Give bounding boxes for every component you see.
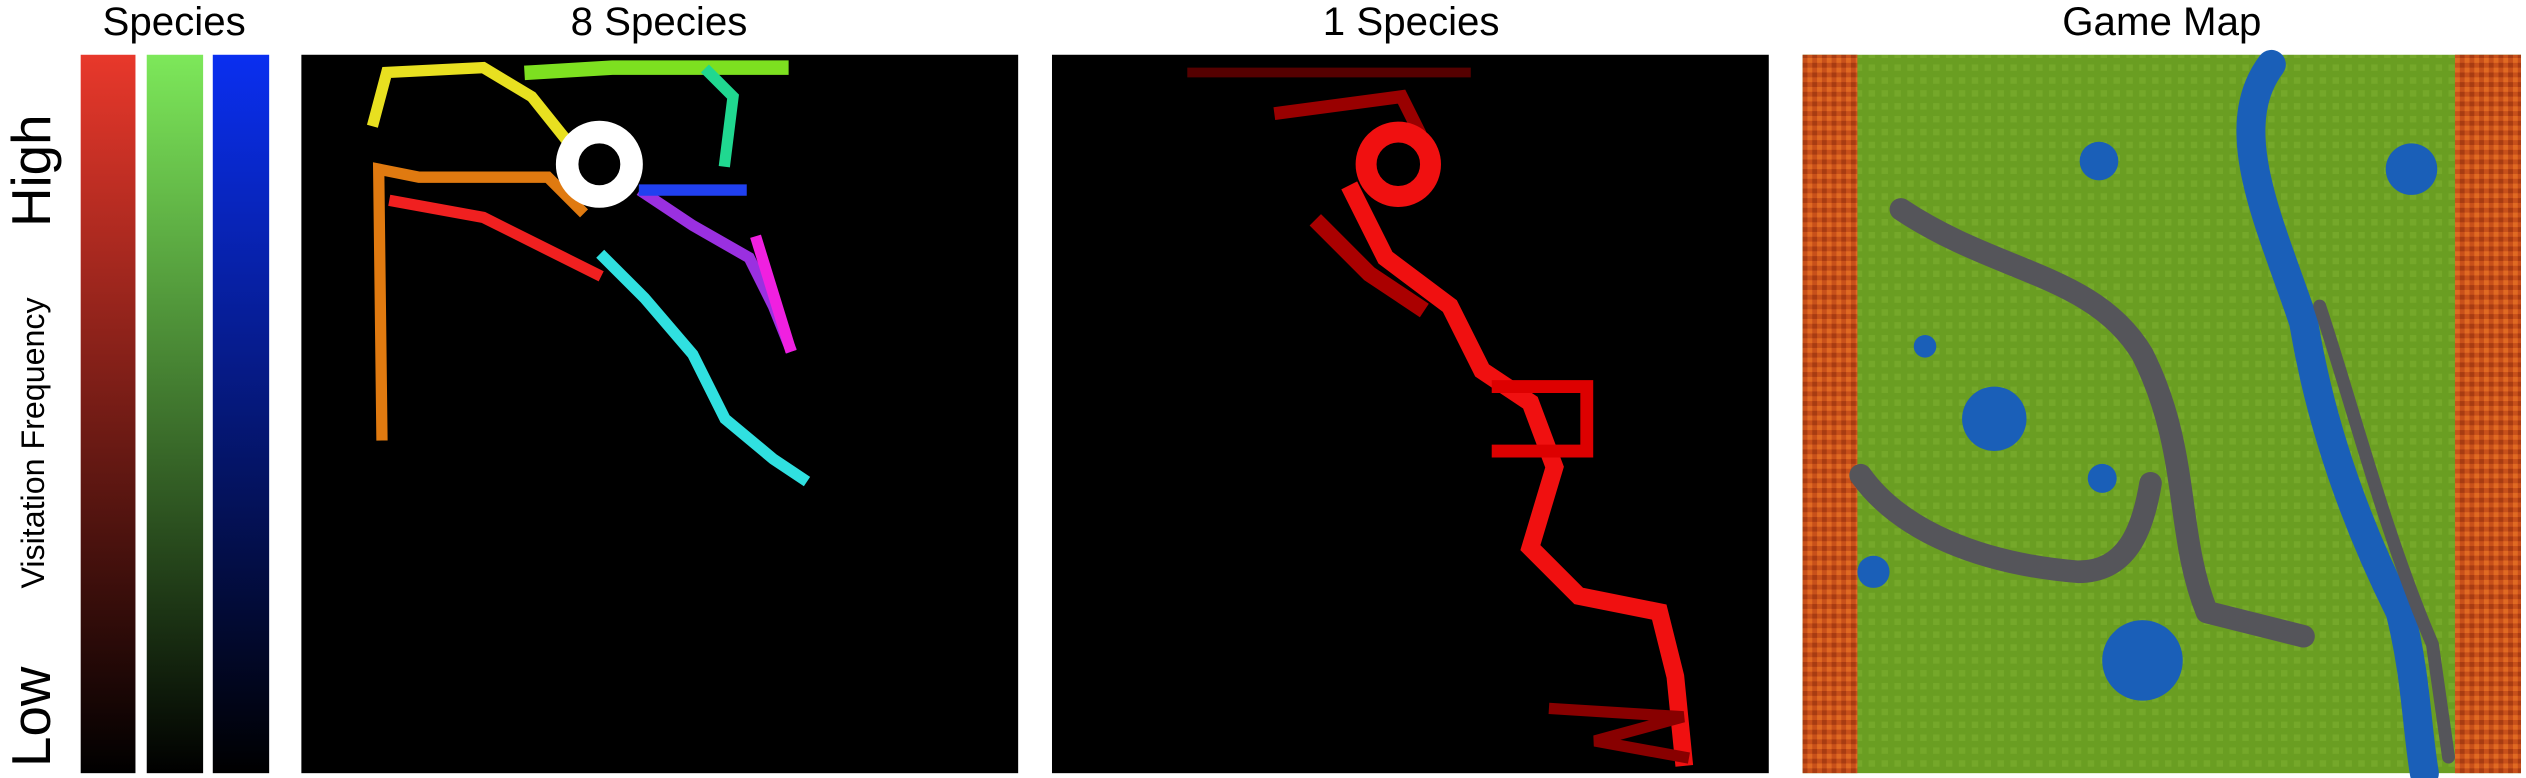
colorbar-blue — [212, 54, 270, 774]
colorbar-red — [80, 54, 136, 774]
heatmap-paths — [366, 60, 811, 487]
heatmap-hub — [555, 120, 643, 208]
map-lava — [2454, 54, 2522, 774]
panel-title: 8 Species — [571, 0, 748, 44]
panel-title: Game Map — [2062, 0, 2261, 44]
map-lakes — [1857, 141, 2438, 701]
low-label: Low — [0, 666, 62, 767]
panel-title: 1 Species — [1323, 0, 1500, 44]
map-features — [1849, 49, 2455, 778]
legend-title: Species — [103, 0, 246, 44]
colorbar-green — [146, 54, 204, 774]
heatmap-panel — [301, 54, 1019, 774]
axis-label: Visitation Frequency — [15, 296, 51, 588]
heatmap-panel — [1051, 54, 1769, 774]
heatmap-paths — [1187, 67, 1694, 767]
high-label: High — [0, 114, 62, 227]
map-lava — [1802, 54, 1858, 774]
